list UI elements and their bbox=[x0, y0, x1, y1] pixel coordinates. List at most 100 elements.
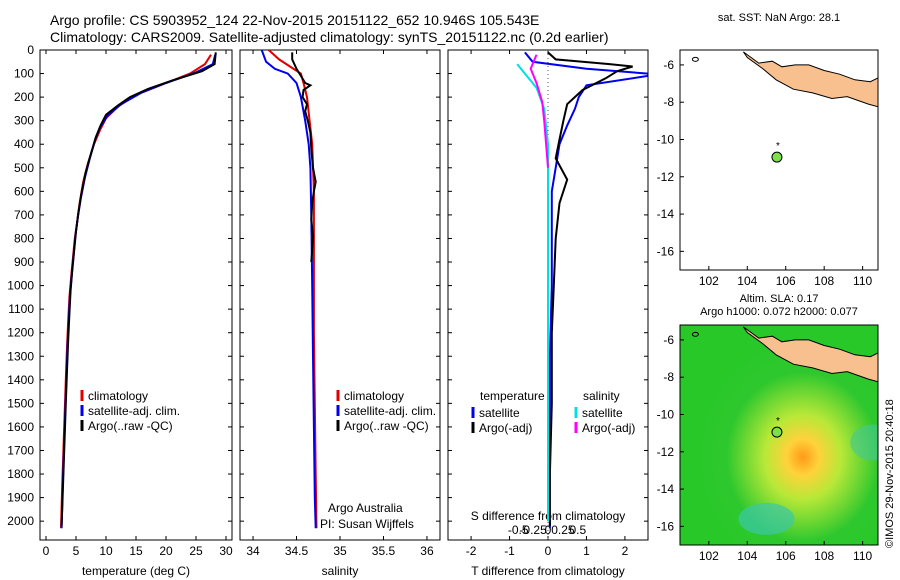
y-tick-label: 500 bbox=[14, 161, 34, 175]
annotation-line-1: Argo Australia bbox=[328, 501, 403, 515]
x-tick-label: 34 bbox=[246, 544, 260, 558]
x-tick-label: 0 bbox=[43, 544, 50, 558]
legend-label: Argo(..raw -QC) bbox=[88, 419, 173, 433]
y-tick-label: 800 bbox=[14, 231, 34, 245]
difference-panel: -2 -1 0 1 2 T difference from climatology -0.5… bbox=[447, 49, 649, 578]
top-tick-label: 0.5 bbox=[569, 523, 586, 537]
map-x-tick-label: 108 bbox=[814, 549, 834, 563]
series-line-t-satellite bbox=[524, 51, 648, 529]
legend-label: climatology bbox=[88, 389, 148, 403]
map-x-tick-label: 106 bbox=[776, 549, 796, 563]
series-group bbox=[60, 52, 217, 529]
x-tick-label: 34.5 bbox=[285, 544, 309, 558]
sla-map: 102 104 106 108 110 -6 -8 -10 -12 -14 -16 * Altim. S… bbox=[657, 293, 879, 563]
map-y-tick-label: -12 bbox=[657, 445, 675, 459]
x-tick-label: 25 bbox=[189, 544, 203, 558]
legend-label: Argo(..raw -QC) bbox=[344, 419, 429, 433]
temperature-panel: 0100200300400500600700800900100011001200… bbox=[7, 43, 233, 578]
x-tick-label: 1 bbox=[583, 544, 590, 558]
map-x-tick-label: 106 bbox=[776, 274, 796, 288]
sst-map: 102 104 106 108 110 -6 -8 -10 -12 -14 -16 * sat. SST… bbox=[657, 12, 879, 288]
x-tick-label: 35.5 bbox=[372, 544, 396, 558]
map-y-tick-label: -8 bbox=[663, 95, 674, 109]
y-tick-label: 2000 bbox=[7, 514, 34, 528]
map-y-tick-label: -16 bbox=[657, 244, 675, 258]
map-x-tick-label: 102 bbox=[699, 274, 719, 288]
series-line-satellite bbox=[260, 50, 317, 529]
y-tick-label: 1600 bbox=[7, 420, 34, 434]
series-group bbox=[260, 50, 318, 529]
float-marker bbox=[771, 151, 783, 163]
map-content bbox=[680, 325, 878, 545]
y-tick-label: 1400 bbox=[7, 373, 34, 387]
top-tick-label: 0.25 bbox=[551, 523, 575, 537]
y-tick-label: 1100 bbox=[8, 302, 34, 316]
annotation-line-2: PI: Susan Wijffels bbox=[320, 517, 414, 531]
series-group bbox=[516, 51, 648, 529]
x-tick-label: 10 bbox=[99, 544, 113, 558]
map-x-tick-label: 104 bbox=[737, 549, 757, 563]
y-tick-label: 1700 bbox=[7, 443, 34, 457]
land-java bbox=[742, 51, 878, 108]
x-tick-label: 36 bbox=[420, 544, 434, 558]
legend-label: Argo(-adj) bbox=[479, 421, 532, 435]
legend-label: satellite bbox=[479, 406, 520, 420]
map-y-tick-label: -10 bbox=[657, 407, 675, 421]
x-tick-label: 5 bbox=[73, 544, 80, 558]
map-y-tick-label: -6 bbox=[663, 333, 674, 347]
x-tick-label: 20 bbox=[159, 544, 173, 558]
top-tick-label: -0.5 bbox=[508, 523, 529, 537]
map-y-tick-label: -14 bbox=[657, 482, 675, 496]
plot-frame bbox=[239, 49, 441, 541]
float-star: * bbox=[776, 141, 780, 152]
series-line-argo bbox=[60, 52, 217, 526]
title-line-2: Climatology: CARS2009. Satellite-adjuste… bbox=[50, 29, 609, 45]
map-y-tick-label: -6 bbox=[663, 58, 674, 72]
map-x-tick-label: 102 bbox=[699, 549, 719, 563]
top-tick-label: 0 bbox=[545, 523, 552, 537]
y-tick-label: 100 bbox=[14, 67, 34, 81]
map-x-tick-label: 104 bbox=[737, 274, 757, 288]
map-frame bbox=[679, 49, 879, 271]
map-y-tick-label: -10 bbox=[657, 132, 675, 146]
x-tick-label: 35 bbox=[333, 544, 347, 558]
x-axis-label: T difference from climatology bbox=[471, 564, 625, 578]
series-line-s-satellite bbox=[516, 63, 549, 522]
salinity-panel: 34 34.5 35 35.5 36 salinity climatologysatelli… bbox=[239, 49, 441, 578]
map-y-tick-label: -16 bbox=[657, 519, 675, 533]
map-title: sat. SST: NaN Argo: 28.1 bbox=[718, 12, 840, 24]
float-marker bbox=[771, 426, 783, 438]
series-line-t-argo bbox=[547, 51, 633, 526]
x-tick-label: 15 bbox=[129, 544, 143, 558]
x-axis-label: salinity bbox=[322, 564, 359, 578]
credit-text: ©IMOS 29-Nov-2015 20:40:18 bbox=[884, 399, 896, 548]
map-y-tick-label: -12 bbox=[657, 170, 675, 184]
map-x-tick-label: 110 bbox=[853, 549, 872, 563]
y-tick-label: 0 bbox=[27, 43, 34, 57]
y-tick-label: 1000 bbox=[7, 279, 34, 293]
x-tick-label: -1 bbox=[504, 544, 515, 558]
x-tick-label: 2 bbox=[622, 544, 629, 558]
land-java bbox=[742, 326, 878, 383]
map-content bbox=[691, 51, 878, 108]
y-tick-label: 1900 bbox=[7, 491, 34, 505]
x-axis-label: temperature (deg C) bbox=[82, 564, 190, 578]
title-line-1: Argo profile: CS 5903952_124 22-Nov-2015… bbox=[50, 12, 540, 28]
legend-title-salinity: salinity bbox=[583, 389, 620, 403]
y-tick-label: 200 bbox=[14, 90, 34, 104]
legend-label: Argo(-adj) bbox=[582, 421, 635, 435]
map-x-tick-label: 108 bbox=[814, 274, 834, 288]
y-tick-label: 1500 bbox=[7, 396, 34, 410]
legend-label: satellite-adj. clim. bbox=[344, 404, 436, 418]
y-tick-label: 1300 bbox=[7, 349, 34, 363]
y-tick-label: 1800 bbox=[7, 467, 34, 481]
map-y-tick-label: -14 bbox=[657, 207, 675, 221]
map-subtitle: Argo h1000: 0.072 h2000: 0.077 bbox=[700, 306, 858, 318]
x-tick-label: -2 bbox=[466, 544, 477, 558]
y-tick-label: 700 bbox=[14, 208, 34, 222]
map-x-tick-label: 110 bbox=[853, 274, 872, 288]
float-star: * bbox=[776, 416, 780, 427]
map-frame bbox=[679, 324, 879, 546]
legend-title-temperature: temperature bbox=[480, 389, 545, 403]
